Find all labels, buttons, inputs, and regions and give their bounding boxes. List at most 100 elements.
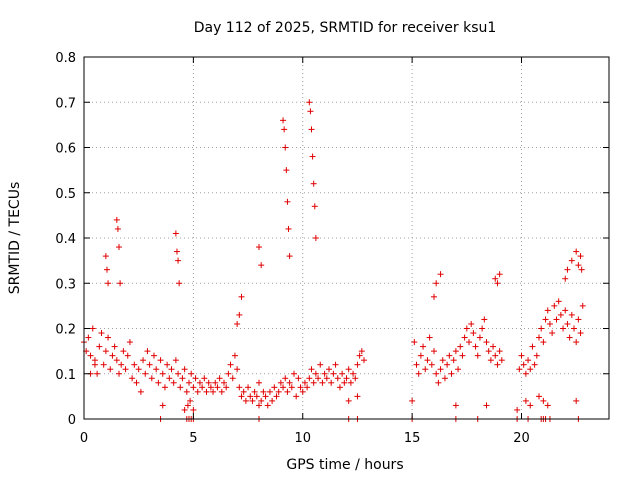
- data-point: [516, 366, 523, 373]
- data-point: [157, 357, 164, 364]
- data-point: [310, 379, 317, 386]
- data-point: [151, 352, 157, 359]
- data-point: [575, 316, 582, 323]
- data-point: [496, 271, 503, 278]
- data-point: [452, 402, 459, 409]
- data-point: [236, 311, 243, 318]
- data-point: [323, 375, 330, 382]
- data-points: [81, 99, 586, 422]
- data-point: [577, 253, 584, 260]
- data-point: [194, 388, 201, 395]
- data-point: [527, 402, 534, 409]
- data-point: [176, 280, 183, 287]
- data-point: [85, 334, 92, 341]
- data-point: [542, 316, 549, 323]
- data-point: [308, 126, 315, 133]
- data-point: [199, 384, 206, 391]
- data-point: [283, 167, 290, 174]
- data-point: [546, 320, 553, 327]
- data-point: [225, 370, 232, 377]
- data-point: [242, 397, 249, 404]
- data-point: [113, 357, 120, 364]
- data-point: [568, 311, 575, 318]
- data-point: [164, 361, 171, 368]
- data-point: [466, 339, 472, 346]
- y-axis-label: SRMTID / TECUs: [7, 182, 23, 295]
- data-point: [328, 379, 335, 386]
- data-point: [332, 361, 339, 368]
- data-point: [218, 388, 225, 395]
- y-tick-label: 0.2: [55, 323, 76, 338]
- data-point: [485, 348, 492, 355]
- data-point: [562, 275, 569, 282]
- data-point: [196, 379, 203, 386]
- data-point: [417, 352, 424, 359]
- data-point: [295, 375, 302, 382]
- data-point: [89, 325, 96, 332]
- data-point: [330, 370, 337, 377]
- data-point: [256, 379, 262, 386]
- y-tick-label: 0.7: [55, 96, 76, 111]
- data-point: [343, 375, 350, 382]
- data-point: [105, 280, 112, 287]
- data-point: [415, 370, 422, 377]
- data-point: [339, 370, 346, 377]
- data-point: [312, 235, 319, 241]
- data-point: [345, 366, 352, 373]
- data-point: [455, 366, 462, 373]
- data-point: [498, 357, 505, 364]
- data-point: [483, 402, 490, 409]
- data-point: [280, 384, 287, 391]
- data-point: [441, 375, 448, 382]
- data-point: [544, 402, 551, 409]
- data-point: [299, 388, 306, 395]
- data-point: [481, 316, 488, 323]
- data-point: [236, 384, 243, 391]
- data-point: [531, 361, 538, 368]
- data-point: [573, 248, 580, 255]
- data-point: [555, 298, 562, 305]
- data-point: [281, 126, 288, 133]
- data-point: [533, 352, 540, 359]
- data-point: [131, 361, 138, 368]
- data-point: [286, 253, 293, 260]
- data-point: [91, 361, 98, 368]
- data-point: [468, 320, 475, 327]
- data-point: [544, 307, 551, 314]
- data-point: [293, 393, 300, 400]
- data-point: [282, 144, 289, 151]
- data-point: [564, 266, 571, 273]
- y-tick-label: 0.6: [55, 142, 76, 157]
- data-point: [573, 339, 580, 346]
- data-point: [492, 352, 499, 359]
- data-point: [536, 393, 542, 400]
- data-point: [566, 334, 573, 341]
- data-point: [579, 302, 586, 309]
- data-point: [433, 370, 440, 377]
- data-point: [249, 397, 256, 404]
- data-point: [114, 225, 121, 232]
- data-point: [463, 325, 470, 332]
- data-point: [111, 343, 118, 350]
- data-point: [479, 325, 486, 332]
- data-point: [446, 352, 453, 359]
- data-point: [291, 370, 297, 377]
- data-point: [518, 352, 525, 359]
- data-point: [336, 384, 343, 391]
- data-point: [280, 117, 287, 124]
- data-point: [306, 375, 313, 382]
- data-point: [457, 343, 464, 350]
- data-point: [575, 262, 582, 269]
- plot-frame: [83, 56, 610, 420]
- data-point: [258, 262, 265, 269]
- data-point: [560, 325, 567, 332]
- data-point: [439, 357, 446, 364]
- data-point: [126, 339, 133, 346]
- x-tick-label: 5: [189, 431, 197, 446]
- data-point: [159, 402, 166, 409]
- data-point: [273, 393, 280, 400]
- data-point: [87, 352, 94, 359]
- data-point: [98, 330, 105, 337]
- data-point: [214, 384, 221, 391]
- data-point: [190, 406, 197, 413]
